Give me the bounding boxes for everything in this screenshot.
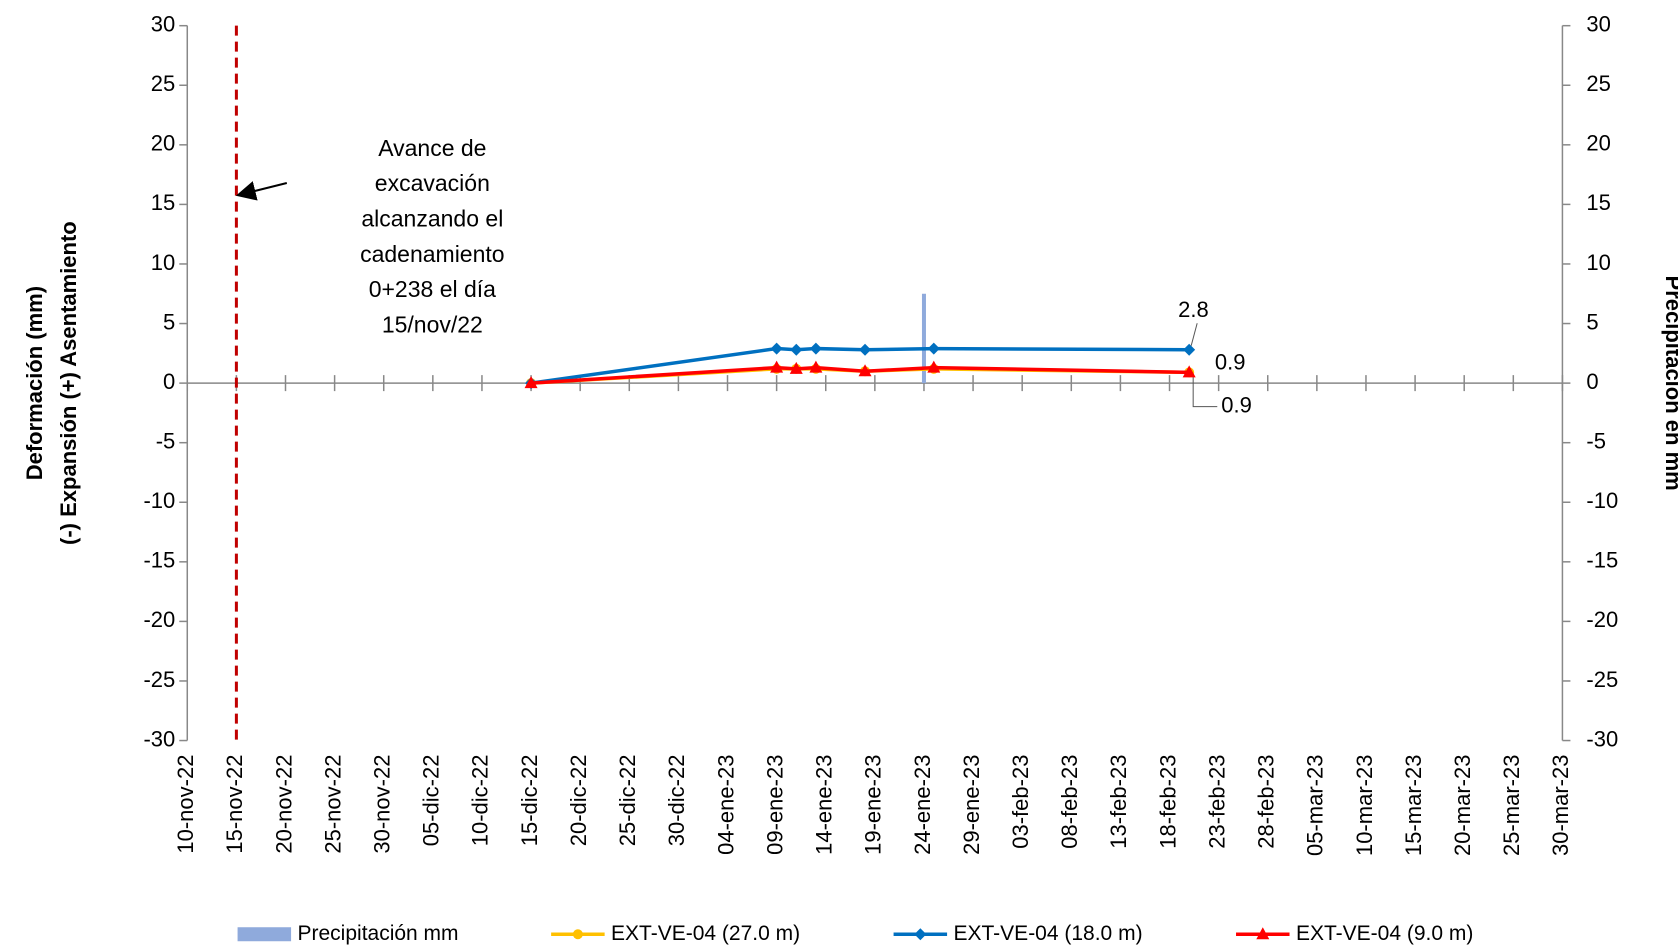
series-marker: [858, 364, 872, 377]
annotation-line: excavación: [375, 170, 490, 196]
x-tick-label: 24-ene-23: [910, 755, 935, 855]
y-axis-title-line: (-) Expansión (+) Asentamiento: [56, 221, 81, 545]
y2-tick-label: -30: [1586, 726, 1618, 751]
y2-tick-label: 0: [1586, 369, 1598, 394]
y2-tick-label: -5: [1586, 428, 1606, 453]
y2-tick-label: 20: [1586, 131, 1610, 156]
y2-tick-label: 5: [1586, 309, 1598, 334]
x-tick-label: 15-dic-22: [517, 755, 542, 847]
series-marker: [789, 361, 803, 374]
annotation-box: [353, 130, 573, 345]
y-tick-label: -5: [156, 428, 176, 453]
y2-tick-label: 25: [1586, 71, 1610, 96]
x-tick-label: 20-nov-22: [271, 755, 296, 854]
annotation-line: Avance de: [378, 135, 486, 161]
series-marker: [1182, 365, 1196, 378]
series-marker: [790, 343, 803, 356]
x-tick-label: 20-dic-22: [566, 755, 591, 847]
series-marker: [927, 360, 941, 373]
x-tick-label: 09-ene-23: [762, 755, 787, 855]
x-tick-label: 18-feb-23: [1155, 755, 1180, 849]
x-tick-label: 03-feb-23: [1008, 755, 1033, 849]
data-label: 2.8: [1178, 297, 1209, 322]
series-marker: [770, 342, 783, 355]
y-tick-label: 25: [151, 71, 175, 96]
x-tick-label: 04-ene-23: [713, 755, 738, 855]
y-tick-label: 0: [163, 369, 175, 394]
y2-tick-label: -20: [1586, 607, 1618, 632]
y-tick-label: -10: [143, 488, 175, 513]
y2-tick-label: -10: [1586, 488, 1618, 513]
y-tick-label: -20: [143, 607, 175, 632]
legend-label: EXT-VE-04 (9.0 m): [1296, 922, 1473, 945]
data-label: 0.9: [1215, 350, 1246, 375]
x-tick-label: 10-nov-22: [173, 755, 198, 854]
x-tick-label: 25-nov-22: [320, 755, 345, 854]
series-marker: [809, 342, 822, 355]
y2-tick-label: 30: [1586, 11, 1610, 36]
x-tick-label: 28-feb-23: [1254, 755, 1279, 849]
series-marker: [770, 360, 784, 373]
y2-tick-label: -25: [1586, 667, 1618, 692]
precipitation-bar: [921, 293, 926, 384]
x-tick-label: 20-mar-23: [1450, 755, 1475, 856]
y2-tick-label: 10: [1586, 250, 1610, 275]
legend-swatch: [237, 927, 292, 942]
x-tick-label: 25-dic-22: [615, 755, 640, 847]
x-tick-label: 05-dic-22: [419, 755, 444, 847]
annotation-line: alcanzando el: [361, 206, 503, 232]
legend-marker: [914, 928, 927, 941]
y-axis-title: Deformación (mm) (-) Expansión (+) Asenta…: [22, 221, 81, 545]
x-tick-label: 08-feb-23: [1057, 755, 1082, 849]
x-tick-label: 15-mar-23: [1401, 755, 1426, 856]
x-tick-label: 23-feb-23: [1204, 755, 1229, 849]
y-tick-label: 30: [151, 11, 175, 36]
y2-axis-title: Precipitación en mm: [1661, 276, 1678, 491]
y-tick-label: -15: [143, 548, 175, 573]
y-tick-label: 10: [151, 250, 175, 275]
legend-marker: [1256, 927, 1270, 940]
x-tick-label: 30-mar-23: [1548, 755, 1573, 856]
x-tick-label: 30-dic-22: [664, 755, 689, 847]
x-tick-label: 14-ene-23: [812, 755, 837, 855]
y-tick-label: 5: [163, 309, 175, 334]
series-marker: [524, 376, 538, 389]
label-leader: [1192, 376, 1218, 408]
legend-label: EXT-VE-04 (27.0 m): [611, 922, 800, 945]
series-marker: [927, 342, 940, 355]
data-label: 0.9: [1221, 392, 1252, 417]
x-tick-label: 15-nov-22: [222, 755, 247, 854]
y2-tick-label: -15: [1586, 548, 1618, 573]
x-tick-label: 05-mar-23: [1303, 755, 1328, 856]
annotation-arrow: [235, 181, 288, 201]
x-tick-label: 25-mar-23: [1499, 755, 1524, 856]
label-leader: [1190, 323, 1198, 346]
y-tick-label: 15: [151, 190, 175, 215]
series-marker: [1183, 343, 1196, 356]
y-tick-label: 20: [151, 131, 175, 156]
y-axis-title-line: Deformación (mm): [22, 286, 47, 480]
series-marker: [809, 360, 823, 373]
x-tick-label: 10-dic-22: [468, 755, 493, 847]
x-tick-label: 30-nov-22: [370, 755, 395, 854]
annotation-line: 15/nov/22: [382, 311, 483, 337]
series-marker: [859, 343, 872, 356]
x-tick-label: 29-ene-23: [959, 755, 984, 855]
legend-marker: [572, 929, 583, 940]
x-tick-label: 13-feb-23: [1106, 755, 1131, 849]
x-tick-label: 10-mar-23: [1352, 755, 1377, 856]
x-tick-label: 19-ene-23: [861, 755, 886, 855]
legend-label: EXT-VE-04 (18.0 m): [954, 922, 1143, 945]
y-tick-label: -30: [143, 726, 175, 751]
y-tick-label: -25: [143, 667, 175, 692]
legend-label: Precipitación mm: [298, 922, 459, 945]
annotation-line: cadenamiento: [360, 241, 505, 267]
annotation-line: 0+238 el día: [369, 276, 496, 302]
y2-tick-label: 15: [1586, 190, 1610, 215]
